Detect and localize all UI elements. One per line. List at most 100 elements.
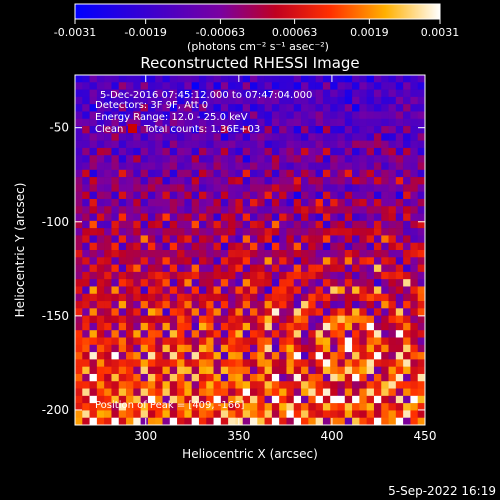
heatmap-cell [250,126,258,134]
heatmap-cell [220,155,229,163]
heatmap-cell [191,417,200,425]
heatmap-cell [82,330,90,338]
heatmap-cell [301,315,309,324]
heatmap-cell [286,228,295,236]
heatmap-cell [322,257,331,265]
heatmap-cell [417,301,425,309]
x-tick-label: 400 [320,429,343,443]
heatmap-cell [147,279,156,287]
heatmap-cell [162,177,171,185]
heatmap-cell [315,410,324,419]
heatmap-cell [133,257,141,265]
heatmap-cell [279,235,287,244]
heatmap-cell [403,162,411,171]
heatmap-cell [235,403,244,411]
heatmap-cell [381,228,389,236]
heatmap-cell [191,191,200,200]
heatmap-cell [286,111,295,120]
x-axis-label: Heliocentric X (arcsec) [182,447,318,461]
heatmap-cell [410,359,419,367]
heatmap-cell [155,169,163,178]
heatmap-cell [293,301,302,309]
heatmap-cell [322,373,331,382]
heatmap-cell [75,359,83,367]
heatmap-cell [257,337,265,346]
heatmap-cell [213,395,222,404]
heatmap-cell [111,104,120,112]
heatmap-cell [206,286,214,295]
heatmap-cell [206,82,214,90]
heatmap-cell [162,242,171,251]
heatmap-cell [169,308,178,316]
heatmap-cell [264,126,273,134]
heatmap-cell [403,403,411,411]
heatmap-cell [184,271,192,280]
colorbar-tick-label: 0.00063 [272,26,318,39]
heatmap-cell [111,191,120,200]
heatmap-cell [162,286,171,295]
heatmap-cell [118,126,127,134]
heatmap-cell [242,162,251,171]
heatmap-cell [293,213,302,222]
heatmap-cell [177,395,185,404]
heatmap-cell [344,403,353,411]
heatmap-cell [228,315,236,324]
heatmap-cell [381,177,389,185]
heatmap-cell [257,177,265,185]
heatmap-cell [301,206,309,214]
heatmap-cell [75,75,83,83]
heatmap-cell [388,177,397,185]
heatmap-cell [388,118,397,127]
heatmap-cell [417,184,425,192]
heatmap-cell [308,279,316,287]
heatmap-cell [366,388,375,397]
heatmap-cell [155,206,163,214]
heatmap-cell [322,140,331,149]
heatmap-cell [271,315,280,324]
heatmap-cell [220,293,229,302]
heatmap-cell [388,75,397,83]
heatmap-cell [257,75,265,83]
heatmap-cell [286,133,295,141]
heatmap-cell [315,82,324,90]
heatmap-cell [177,381,185,389]
heatmap-cell [286,322,295,331]
heatmap-cell [184,118,192,127]
heatmap-cell [169,104,178,112]
heatmap-cell [293,140,302,149]
heatmap-cell [191,82,200,90]
heatmap-cell [410,373,419,382]
heatmap-cell [257,381,265,389]
heatmap-cell [337,162,346,171]
heatmap-cell [271,373,280,382]
heatmap-cell [162,75,171,83]
heatmap-cell [140,271,149,280]
heatmap-cell [264,286,273,295]
heatmap-cell [184,140,192,149]
heatmap-cell [177,330,185,338]
heatmap-cell [191,410,200,419]
heatmap-cell [388,206,397,214]
heatmap-cell [410,242,419,251]
heatmap-cell [373,330,382,338]
heatmap-cell [89,162,98,171]
heatmap-cell [184,366,192,375]
heatmap-cell [250,395,258,404]
heatmap-cell [235,373,244,382]
heatmap-cell [352,257,360,265]
heatmap-cell [191,213,200,222]
heatmap-cell [96,330,105,338]
heatmap-cell [359,388,367,397]
heatmap-cell [191,118,200,127]
heatmap-cell [235,352,244,360]
heatmap-cell [96,286,105,295]
heatmap-cell [96,96,105,105]
heatmap-cell [75,82,83,90]
heatmap-cell [366,96,375,105]
heatmap-cell [330,301,338,309]
heatmap-cell [410,403,419,411]
heatmap-cell [177,162,185,171]
heatmap-cell [337,111,346,120]
heatmap-cell [104,410,112,419]
heatmap-cell [344,75,353,83]
